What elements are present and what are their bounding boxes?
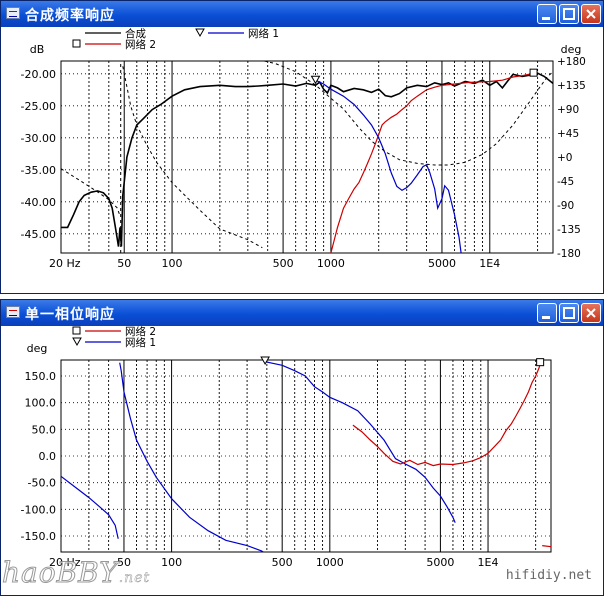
y2-tick-label: -180 [557,248,581,260]
y-tick-label: 50.0 [32,423,57,436]
legend-label-2: 网络 2 [125,38,156,51]
y2-axis-label: deg [561,43,582,56]
y-tick-label: -150.0 [21,530,56,543]
minimize-button[interactable] [537,303,557,323]
window-frequency-response: 合成频率响应 -20.00 -25.00 -30.00 -35.00 -40.00 -45… [0,0,604,294]
y-tick-label: 0.0 [39,450,57,463]
maximize-icon [563,8,575,20]
series-line-2 [330,72,535,254]
x-tick-label: 1E4 [478,556,499,569]
series-line-2 [352,359,552,548]
y-tick-label: -45.00 [21,228,56,241]
legend-label-2: 网络 1 [125,336,156,349]
y2-tick-label: +45 [557,128,579,140]
series-line-1 [60,359,456,553]
y2-tick-label: +180 [557,56,586,68]
graph-app-icon [6,7,20,19]
y-tick-label: -30.00 [21,132,56,145]
minimize-button[interactable] [537,4,557,24]
y-tick-label: 100.0 [25,397,57,410]
x-tick-label: 1E4 [479,257,500,270]
phase-response-chart: 150.0 100.0 50.0 0.0 -50.0 -100.0 -150.0 20 Hz 5… [21,326,552,569]
y2-tick-label: -90 [557,200,574,212]
square-marker [529,68,538,77]
close-icon [586,308,596,318]
y2-tick-label: +90 [557,104,579,116]
x-tick-label: 20 Hz [49,257,81,270]
y-axis-label: dB [30,43,45,56]
x-tick-label: 1000 [316,556,344,569]
y2-tick-label: -45 [557,176,574,188]
close-icon [586,9,596,19]
y-tick-label: -25.00 [21,100,56,113]
window-phase-response: 单一相位响应 150.0 100.0 50.0 0.0 -50.0 -100.0 -150.… [0,299,604,596]
maximize-button[interactable] [559,4,579,24]
close-button[interactable] [581,303,601,323]
y-tick-label: -100.0 [21,503,56,516]
legend-label-1: 合成 [125,27,146,40]
y-tick-label: 150.0 [25,370,57,383]
maximize-icon [563,307,575,319]
x-tick-label: 20 Hz [49,556,81,569]
legend-square-marker [72,326,81,335]
x-tick-label: 100 [161,556,182,569]
y-tick-label: -50.0 [28,477,56,490]
minimize-icon [542,316,550,319]
y-tick-label: -20.00 [21,68,56,81]
y2-tick-label: -135 [557,224,581,236]
x-tick-label: 500 [273,257,294,270]
triangle-marker [260,356,270,366]
x-tick-label: 5000 [428,257,456,270]
x-tick-label: 1000 [317,257,345,270]
y2-tick-label: +135 [557,80,586,92]
minimize-icon [542,17,550,20]
x-tick-label: 100 [162,257,183,270]
legend-triangle-marker [195,28,205,38]
x-tick-label: 5000 [426,556,454,569]
legend-label-1: 网络 2 [125,326,156,338]
watermark-logo: haoBBY.net [2,556,151,590]
titlebar[interactable]: 合成频率响应 [1,1,603,27]
x-tick-label: 50 [117,556,131,569]
frequency-response-chart: -20.00 -25.00 -30.00 -35.00 -40.00 -45.00 +180… [21,27,586,270]
x-tick-label: 500 [272,556,293,569]
plot-frame [60,60,554,254]
window-title: 合成频率响应 [25,8,115,24]
x-tick-label: 50 [117,257,131,270]
titlebar[interactable]: 单一相位响应 [1,300,603,326]
triangle-marker [310,75,321,85]
series-line-1 [61,72,554,247]
graph-app-icon [6,306,20,318]
legend-triangle-marker [72,337,82,347]
watermark-site: hifidiy.net [505,568,592,583]
y-tick-label: -35.00 [21,164,56,177]
close-button[interactable] [581,4,601,24]
series-line-4 [60,60,554,249]
plot-area: 150.0 100.0 50.0 0.0 -50.0 -100.0 -150.0 20 Hz 5… [21,342,552,569]
window-title: 单一相位响应 [25,307,115,323]
square-marker [536,358,545,367]
series-line-3 [315,79,462,254]
legend-label-3: 网络 1 [248,27,279,40]
legend-square-marker [72,39,81,48]
y2-tick-label: +0 [557,152,572,164]
maximize-button[interactable] [559,303,579,323]
plot-area: -20.00 -25.00 -30.00 -35.00 -40.00 -45.00 +180… [21,43,586,270]
y-tick-label: -40.00 [21,196,56,209]
y-axis-label: deg [27,342,48,355]
